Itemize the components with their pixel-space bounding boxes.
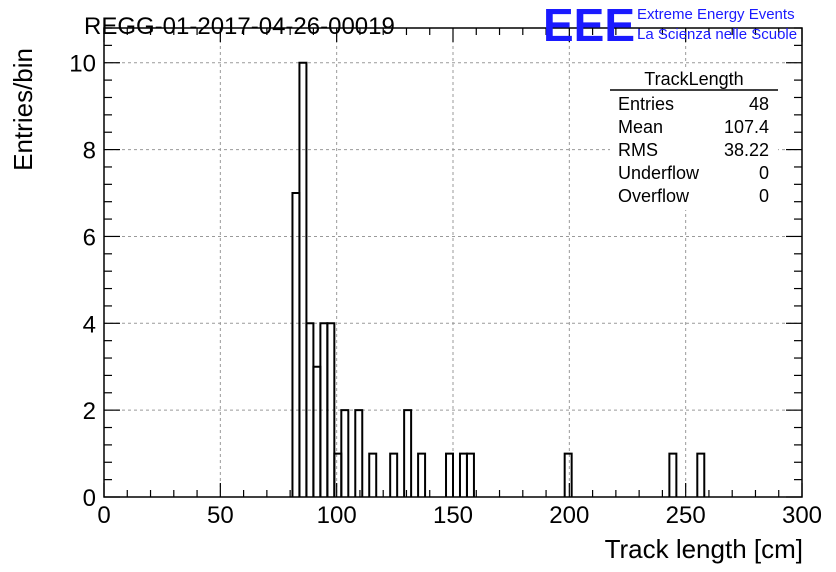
logo-mark: EEE: [543, 0, 635, 51]
x-tick-label: 200: [549, 502, 589, 529]
x-tick-label: 250: [666, 502, 706, 529]
histogram-bin: [458, 452, 468, 497]
histogram-outline: [291, 61, 706, 497]
histogram-bin: [465, 452, 475, 497]
plot-title: REGG-01-2017-04-26-00019: [84, 13, 395, 40]
stats-label-mean: Mean: [618, 117, 663, 137]
histogram-bin: [417, 452, 427, 497]
eee-logo: EEE Extreme Energy Events La Scienza nel…: [543, 0, 797, 51]
axes: [103, 27, 803, 498]
histogram-bin: [403, 409, 413, 497]
stats-value-rms: 38.22: [724, 140, 769, 160]
x-tick-label: 150: [433, 502, 473, 529]
histogram-bin: [368, 452, 378, 497]
stats-value-underflow: 0: [759, 163, 769, 183]
histogram-bin: [563, 452, 573, 497]
y-tick-label: 4: [83, 311, 96, 338]
histogram-bin: [312, 365, 322, 497]
stats-label-underflow: Underflow: [618, 163, 700, 183]
stats-label-entries: Entries: [618, 94, 674, 114]
y-tick-label: 6: [83, 224, 96, 251]
histogram-bin: [389, 452, 399, 497]
histogram-bin: [333, 452, 343, 497]
histogram-bin: [445, 452, 454, 497]
logo-line-1: Extreme Energy Events: [637, 6, 795, 23]
stats-box: TrackLength Entries 48 Mean 107.4 RMS 38…: [610, 69, 778, 210]
stats-value-mean: 107.4: [724, 117, 769, 137]
y-tick-label: 0: [83, 485, 96, 512]
y-axis-title: Entries/bin: [8, 48, 38, 171]
histogram-bin: [291, 192, 301, 497]
histogram-bin: [668, 452, 678, 497]
grid-lines: [104, 28, 802, 497]
histogram-bin: [298, 61, 308, 497]
tick-labels: 0 50 100 150 200 250 300 0 2 4 6 8 10: [69, 51, 822, 529]
histogram-bin: [354, 409, 364, 497]
logo-line-2: La Scienza nelle Scuole: [637, 26, 797, 43]
stats-label-overflow: Overflow: [618, 186, 690, 206]
x-axis-title: Track length [cm]: [605, 534, 803, 564]
x-tick-label: 300: [782, 502, 822, 529]
x-tick-label: 0: [97, 502, 110, 529]
x-tick-label: 100: [317, 502, 357, 529]
y-tick-label: 10: [69, 51, 96, 78]
x-tick-label: 50: [207, 502, 234, 529]
stats-label-rms: RMS: [618, 140, 658, 160]
stats-value-overflow: 0: [759, 186, 769, 206]
y-tick-label: 8: [83, 138, 96, 165]
y-tick-label: 2: [83, 398, 96, 425]
stats-box-background: [610, 70, 778, 210]
histogram-bin: [340, 409, 350, 497]
histogram-bin: [326, 322, 336, 497]
stats-box-title: TrackLength: [644, 69, 743, 89]
histogram-bin: [696, 452, 706, 497]
stats-value-entries: 48: [749, 94, 769, 114]
